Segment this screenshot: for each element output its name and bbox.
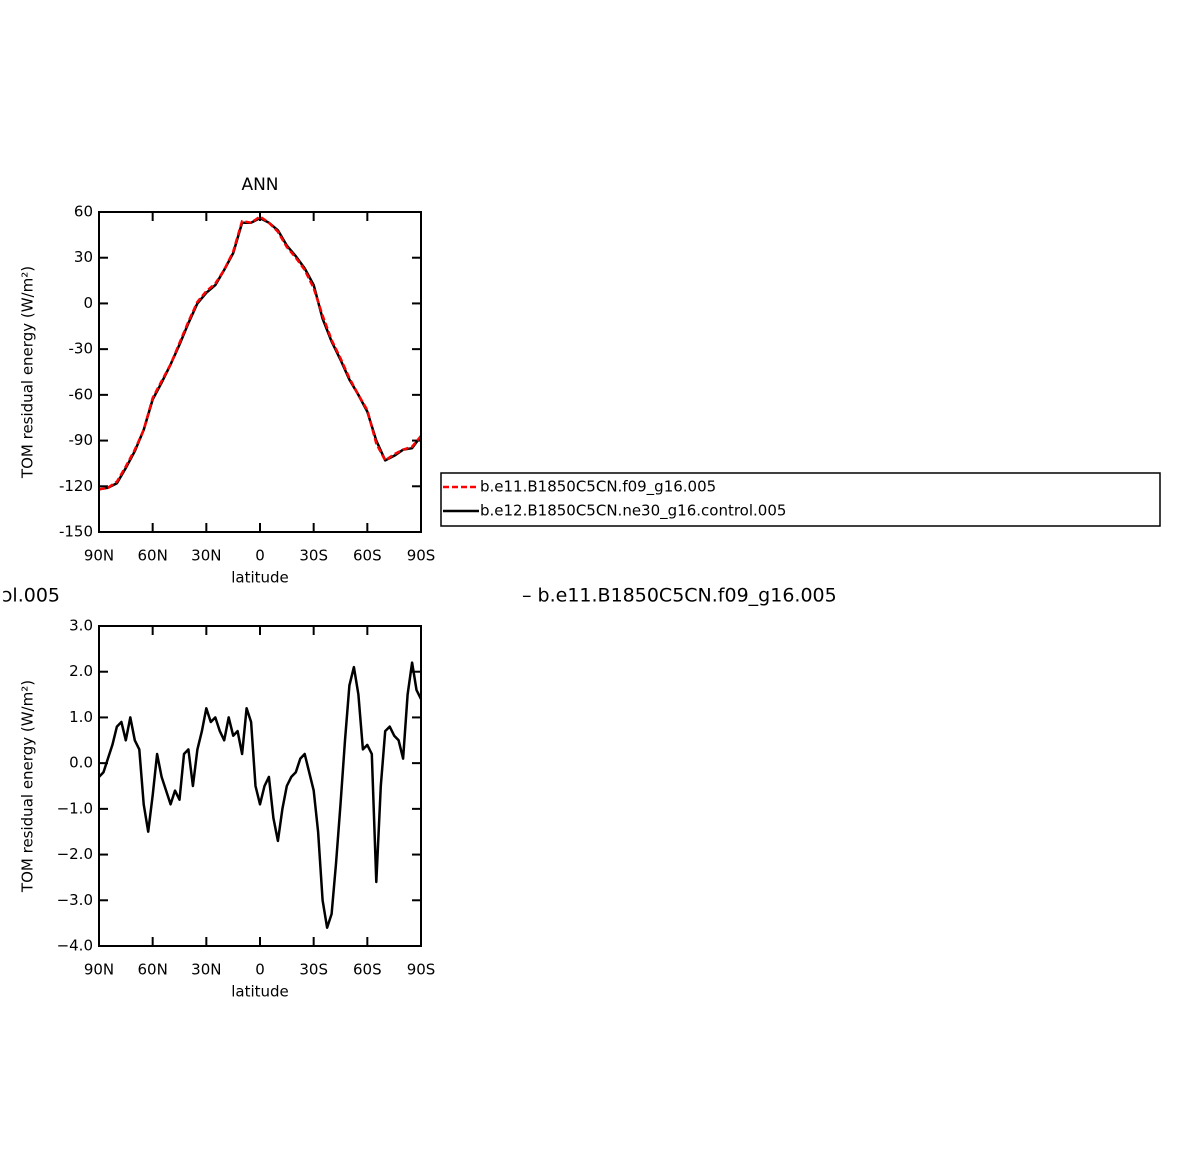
chart-title: ANN — [241, 175, 278, 195]
y-tick-label: -60 — [69, 385, 94, 403]
data-line — [98, 661, 423, 929]
x-tick-label: 90N — [84, 961, 114, 979]
chart-title: ɔl.005 — [2, 585, 60, 607]
x-tick-label: 90S — [407, 961, 436, 979]
x-axis-label: latitude — [231, 983, 289, 1001]
x-tick-label: 30S — [299, 547, 328, 565]
y-tick-label: -150 — [59, 523, 93, 541]
legend-box — [440, 472, 1161, 527]
x-tick-label: 60S — [353, 547, 382, 565]
x-tick-label: 90S — [407, 547, 436, 565]
x-tick-label: 60N — [138, 961, 168, 979]
x-tick-label: 30N — [191, 961, 221, 979]
y-tick-label: 2.0 — [69, 662, 93, 680]
y-tick-label: 1.0 — [69, 708, 93, 726]
x-tick-label: 30N — [191, 547, 221, 565]
data-line — [98, 216, 423, 491]
y-axis-label: TOM residual energy (W/m²) — [19, 266, 37, 479]
y-tick-label: −3.0 — [57, 891, 93, 909]
plot-frame — [98, 211, 422, 533]
y-tick-label: -90 — [69, 431, 94, 449]
x-tick-label: 30S — [299, 961, 328, 979]
legend-label: b.e12.B1850C5CN.ne30_g16.control.005 — [480, 502, 786, 521]
x-tick-label: 60S — [353, 961, 382, 979]
y-tick-label: 60 — [74, 203, 93, 221]
y-tick-label: 30 — [74, 248, 93, 266]
data-line — [98, 215, 422, 491]
y-axis-label: TOM residual energy (W/m²) — [19, 680, 37, 893]
y-tick-label: -120 — [59, 477, 93, 495]
x-tick-label: 0 — [255, 547, 265, 565]
x-tick-label: 0 — [255, 961, 265, 979]
y-tick-label: −1.0 — [57, 799, 93, 817]
x-axis-label: latitude — [231, 569, 289, 587]
y-tick-label: 0 — [83, 294, 93, 312]
y-tick-label: −4.0 — [57, 937, 93, 955]
y-tick-label: -30 — [69, 340, 94, 358]
chart-title: – b.e11.B1850C5CN.f09_g16.005 — [522, 585, 837, 607]
plot-frame — [98, 625, 422, 947]
legend-label: b.e11.B1850C5CN.f09_g16.005 — [480, 478, 716, 497]
y-tick-label: 0.0 — [69, 754, 93, 772]
x-tick-label: 90N — [84, 547, 114, 565]
y-tick-label: 3.0 — [69, 617, 93, 635]
x-tick-label: 60N — [138, 547, 168, 565]
y-tick-label: −2.0 — [57, 845, 93, 863]
